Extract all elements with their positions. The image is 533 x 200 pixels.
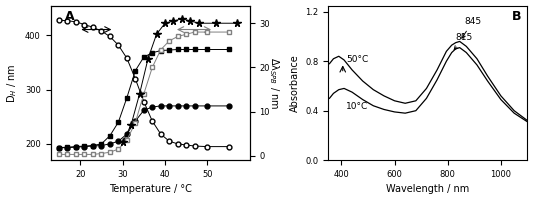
Text: 50°C: 50°C [346, 55, 368, 64]
X-axis label: Wavelength / nm: Wavelength / nm [386, 184, 470, 194]
Text: 845: 845 [462, 17, 481, 38]
Y-axis label: Δλ$_{SPB}$ / nm: Δλ$_{SPB}$ / nm [268, 57, 281, 109]
X-axis label: Temperature / °C: Temperature / °C [109, 184, 191, 194]
Text: 815: 815 [454, 33, 473, 50]
Y-axis label: D$_H$ / nm: D$_H$ / nm [5, 63, 19, 103]
Text: A: A [64, 10, 74, 23]
Text: 10°C: 10°C [346, 102, 368, 111]
Y-axis label: Absorbance: Absorbance [289, 54, 300, 112]
Text: B: B [512, 10, 521, 23]
